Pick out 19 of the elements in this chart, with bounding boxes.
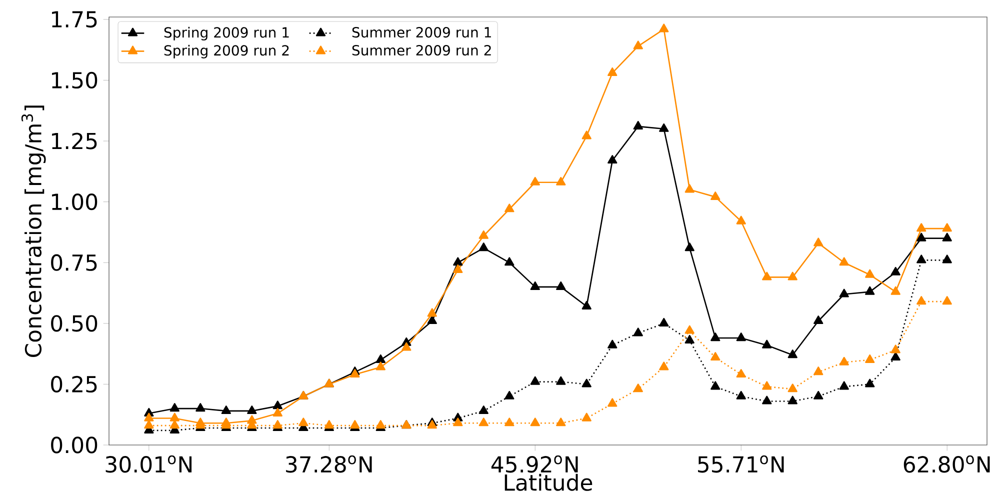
- legend-label: Summer 2009 run 1: [352, 26, 491, 38]
- legend-label: Summer 2009 run 2: [352, 44, 491, 56]
- x-tick-label: 62.80$^{o}$N: [904, 455, 990, 473]
- legend-label: Spring 2009 run 2: [164, 44, 289, 58]
- y-tick-label: 1.75: [52, 11, 97, 28]
- x-tick-label: 55.71$^{o}$N: [698, 455, 784, 473]
- x-tick-label: 45.92$^{o}$N: [491, 455, 578, 473]
- x-tick-label: 37.28$^{o}$N: [286, 455, 372, 473]
- y-tick-label: 0.00: [51, 436, 98, 454]
- y-axis-title: Concentration [mg/m$^{3}$]: [21, 106, 46, 358]
- y-tick-label: 1.00: [52, 193, 98, 210]
- legend-label: Spring 2009 run 1: [164, 26, 289, 40]
- x-tick-label: 30.01$^{o}$N: [106, 455, 192, 473]
- y-tick-label: 0.50: [51, 315, 98, 332]
- y-tick-label: 0.25: [51, 376, 97, 393]
- x-axis-title: Latitude: [504, 474, 592, 491]
- y-tick-label: 0.75: [51, 254, 97, 271]
- y-tick-label: 1.50: [52, 72, 98, 89]
- y-tick-label: 1.25: [52, 132, 97, 150]
